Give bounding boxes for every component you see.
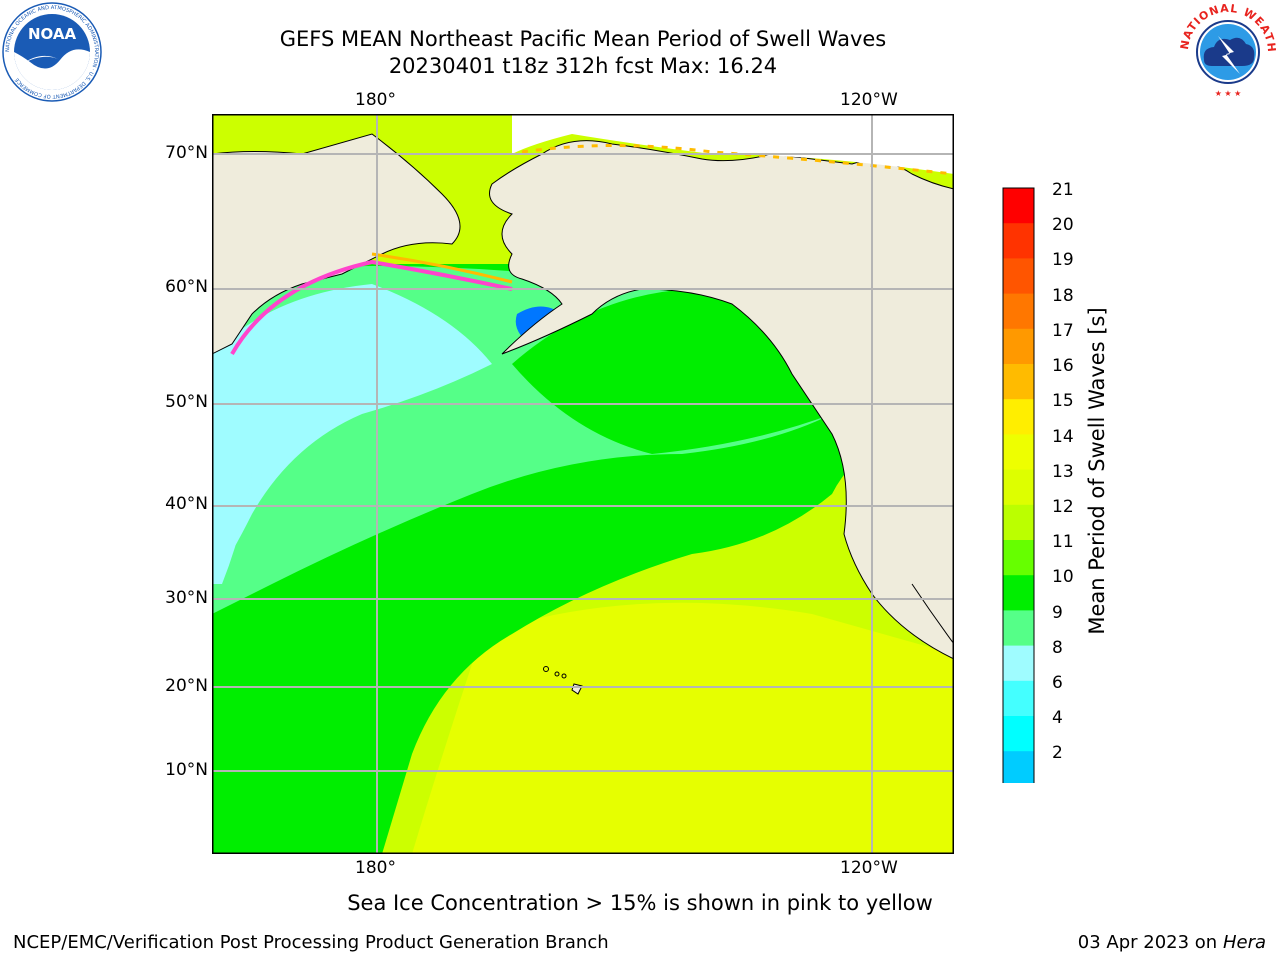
colorbar-segment bbox=[1003, 434, 1034, 471]
colorbar-segment bbox=[1003, 610, 1034, 647]
colorbar-segment bbox=[1003, 293, 1034, 330]
colorbar-segment bbox=[1003, 575, 1034, 611]
lat-label-50n: 50°N bbox=[165, 392, 208, 412]
map-title: GEFS MEAN Northeast Pacific Mean Period … bbox=[279, 27, 887, 51]
ocean-yellow-zone bbox=[412, 602, 954, 854]
colorbar-segment bbox=[1003, 223, 1034, 259]
cb-tick: 12 bbox=[1052, 497, 1074, 517]
sea-ice-note: Sea Ice Concentration > 15% is shown in … bbox=[347, 891, 933, 915]
lon-label-bottom-120w: 120°W bbox=[840, 858, 898, 878]
lon-label-top-180: 180° bbox=[355, 90, 396, 110]
noaa-logo: NOAA NATIONAL OCEANIC AND ATMOSPHERIC AD… bbox=[2, 2, 102, 102]
map-panel bbox=[212, 114, 954, 854]
colorbar-segment bbox=[1003, 399, 1034, 435]
map-subtitle: 20230401 t18z 312h fcst Max: 16.24 bbox=[388, 54, 778, 78]
colorbar-segment bbox=[1003, 504, 1034, 541]
cb-tick: 18 bbox=[1052, 286, 1074, 306]
cb-tick: 10 bbox=[1052, 567, 1074, 587]
cb-tick: 11 bbox=[1052, 532, 1074, 552]
lon-label-top-120w: 120°W bbox=[840, 90, 898, 110]
lat-label-10n: 10°N bbox=[165, 760, 208, 780]
cb-tick: 17 bbox=[1052, 321, 1074, 341]
nws-logo: NATIONAL WEATHER SERVICE ★ ★ ★ bbox=[1173, 0, 1278, 102]
cb-tick: 8 bbox=[1052, 638, 1063, 658]
cb-tick: 2 bbox=[1052, 743, 1063, 763]
colorbar-segment bbox=[1003, 680, 1034, 717]
map-svg bbox=[212, 114, 954, 854]
footer-branch: NCEP/EMC/Verification Post Processing Pr… bbox=[13, 932, 609, 953]
arctic-ice-edge bbox=[521, 144, 954, 176]
cb-tick: 9 bbox=[1052, 603, 1063, 623]
lat-label-30n: 30°N bbox=[165, 588, 208, 608]
cb-tick: 16 bbox=[1052, 356, 1074, 376]
colorbar-segment bbox=[1003, 645, 1034, 682]
lat-label-20n: 20°N bbox=[165, 676, 208, 696]
nws-stars-icon: ★ ★ ★ bbox=[1215, 89, 1242, 98]
cb-tick: 20 bbox=[1052, 215, 1074, 235]
colorbar-segment bbox=[1003, 540, 1034, 576]
cb-tick: 14 bbox=[1052, 427, 1074, 447]
footer-date-text: 03 Apr 2023 on bbox=[1077, 932, 1223, 953]
ocean-cyan-zone bbox=[212, 284, 492, 584]
noaa-logo-text: NOAA bbox=[28, 25, 77, 43]
cb-tick: 19 bbox=[1052, 250, 1074, 270]
colorbar-segment bbox=[1003, 469, 1034, 506]
colorbar-segment bbox=[1003, 364, 1034, 400]
ocean-gulf-green bbox=[512, 289, 832, 454]
graticule bbox=[212, 114, 954, 854]
cb-tick: 4 bbox=[1052, 708, 1063, 728]
colorbar-svg bbox=[1002, 187, 1036, 853]
footer-machine: Hera bbox=[1222, 932, 1266, 953]
cb-tick: 15 bbox=[1052, 391, 1074, 411]
cb-tick: 13 bbox=[1052, 462, 1074, 482]
colorbar-segment bbox=[1003, 751, 1034, 787]
lat-label-70n: 70°N bbox=[165, 143, 208, 163]
colorbar bbox=[1002, 187, 1036, 853]
map-frame bbox=[212, 114, 954, 854]
lat-label-40n: 40°N bbox=[165, 494, 208, 514]
cb-tick: 6 bbox=[1052, 673, 1063, 693]
bering-ice-edge bbox=[230, 259, 513, 355]
colorbar-segment bbox=[1003, 258, 1034, 295]
lon-label-bottom-180: 180° bbox=[355, 858, 396, 878]
colorbar-segment bbox=[1003, 188, 1034, 224]
colorbar-label: Mean Period of Swell Waves [s] bbox=[1085, 307, 1109, 635]
footer-date: 03 Apr 2023 on Hera bbox=[1078, 932, 1266, 953]
lat-label-60n: 60°N bbox=[165, 277, 208, 297]
colorbar-segment bbox=[1003, 716, 1034, 752]
cb-tick: 21 bbox=[1052, 180, 1074, 200]
colorbar-segment bbox=[1003, 328, 1034, 365]
